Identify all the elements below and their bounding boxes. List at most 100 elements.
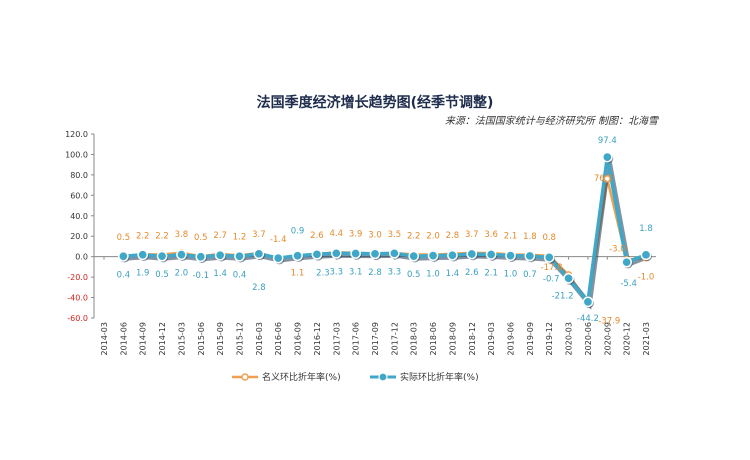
data-label-nominal: 76.1 <box>594 174 613 184</box>
point-real <box>621 256 632 268</box>
point-real <box>601 151 613 163</box>
data-label-nominal: 3.8 <box>175 230 189 240</box>
point-real <box>543 252 555 263</box>
data-label-nominal: -3.0 <box>609 245 626 255</box>
x-tick-label: 2016-06 <box>274 322 283 355</box>
chart-title: 法国季度经济增长趋势图(经季节调整) <box>256 95 494 111</box>
point-real <box>214 249 226 261</box>
x-tick-label: 2019-12 <box>545 322 554 355</box>
x-tick-label: 2016-12 <box>313 322 322 355</box>
data-label-nominal: 2.6 <box>310 231 324 241</box>
data-label-nominal: 1.8 <box>523 232 537 242</box>
x-tick-label: 2018-03 <box>410 322 419 355</box>
point-real <box>137 249 149 261</box>
x-tick-label: 2017-09 <box>371 322 380 355</box>
x-tick-label: 2015-06 <box>197 322 206 355</box>
chart-data-labels: 0.5 2.2 2.2 3.8 0.5 2.7 1.2 3.7 -1.4 1.1 2.6 4.4 3.9… <box>117 136 655 326</box>
x-tick-label: 2019-03 <box>487 322 496 355</box>
data-label-nominal: 2.2 <box>155 231 169 241</box>
y-tick-label: 60.0 <box>70 191 88 200</box>
chart-points <box>118 151 652 309</box>
data-label-nominal: 2.2 <box>136 231 150 241</box>
x-tick-label: 2014-12 <box>158 322 167 355</box>
chart-subtitle: 来源：法国国家统计与经济研究所 制图：北海雪 <box>444 116 658 127</box>
x-tick-label: 2015-09 <box>216 322 225 355</box>
data-label-real: 0.7 <box>523 270 537 280</box>
data-label-real: 1.4 <box>213 269 227 279</box>
x-tick-label: 2017-12 <box>390 322 399 355</box>
data-label-real: 1.4 <box>446 269 460 279</box>
data-label-real: 1.9 <box>136 269 150 279</box>
data-label-nominal: 3.6 <box>484 230 498 240</box>
point-nominal <box>603 175 612 183</box>
data-label-real: 0.5 <box>407 270 421 280</box>
data-label-real: 1.8 <box>639 224 653 234</box>
data-label-nominal: 2.8 <box>446 231 460 241</box>
data-label-nominal: 3.5 <box>388 230 402 240</box>
data-label-nominal: 0.5 <box>194 233 208 243</box>
data-label-nominal: 0.5 <box>117 233 131 243</box>
x-tick-label: 2020-06 <box>584 322 593 355</box>
data-label-real: -5.4 <box>620 279 637 289</box>
x-tick-label: 2016-09 <box>294 322 303 355</box>
x-tick-label: 2020-03 <box>565 322 574 355</box>
y-tick-label: 40.0 <box>70 212 88 221</box>
y-tick-label: -40.0 <box>67 294 88 303</box>
data-label-real: 0.9 <box>291 227 305 237</box>
data-label-nominal: -17.8 <box>541 263 563 273</box>
data-label-nominal: 1.2 <box>233 232 247 242</box>
data-label-nominal: -1.0 <box>638 273 655 283</box>
x-tick-label: 2014-06 <box>119 322 128 355</box>
data-label-real: 3.1 <box>349 267 363 277</box>
data-label-real: -44.2 <box>577 314 599 324</box>
point-real <box>427 250 439 261</box>
data-label-nominal: 2.1 <box>504 232 518 242</box>
data-label-nominal: 4.4 <box>330 229 344 239</box>
chart-lines <box>123 156 649 310</box>
y-tick-label: -20.0 <box>67 273 88 282</box>
point-real <box>234 250 245 262</box>
y-tick-label: 0.0 <box>75 253 88 262</box>
data-label-real: 2.0 <box>175 269 189 279</box>
x-tick-label: 2017-03 <box>332 322 341 355</box>
x-tick-label: 2020-12 <box>623 322 632 355</box>
legend-marker-nominal <box>241 373 249 381</box>
data-label-nominal: 3.9 <box>349 230 363 240</box>
point-real <box>330 247 342 259</box>
legend-label-nominal: 名义环比折年率(%) <box>262 371 341 383</box>
point-real <box>466 248 478 260</box>
point-real <box>253 248 265 260</box>
data-label-real: 1.0 <box>426 270 440 280</box>
data-label-real: -0.7 <box>543 274 560 284</box>
data-label-real: 2.8 <box>368 268 382 278</box>
x-tick-label: 2014-09 <box>139 322 148 355</box>
y-tick-label: 80.0 <box>70 171 88 180</box>
point-real <box>582 296 594 308</box>
point-real <box>311 248 323 260</box>
x-tick-label: 2021-03 <box>642 322 651 355</box>
data-label-nominal: -1.4 <box>270 235 287 245</box>
x-tick-label: 2018-06 <box>429 322 438 355</box>
data-label-real: 3.3 <box>388 267 402 277</box>
series-line-real <box>123 156 647 307</box>
data-label-real: -21.2 <box>552 291 574 301</box>
point-real <box>195 251 207 263</box>
x-tick-label: 2020-09 <box>603 322 612 355</box>
point-real <box>408 250 420 262</box>
point-real <box>369 248 381 260</box>
point-real <box>176 249 187 260</box>
data-label-real: 2.3 <box>316 268 330 278</box>
y-tick-label: 20.0 <box>70 232 88 241</box>
point-real <box>156 250 168 262</box>
point-real <box>640 249 652 261</box>
data-label-nominal: -37.9 <box>598 316 620 326</box>
data-label-real: 97.4 <box>598 136 617 146</box>
data-label-nominal: 2.0 <box>426 232 440 242</box>
data-label-real: 3.3 <box>330 267 344 277</box>
data-label-nominal: 0.8 <box>542 233 556 243</box>
point-real <box>485 249 497 260</box>
data-label-nominal: 2.2 <box>407 231 421 241</box>
point-real <box>292 250 303 262</box>
data-label-real: -0.1 <box>192 271 209 281</box>
point-real <box>272 252 284 264</box>
